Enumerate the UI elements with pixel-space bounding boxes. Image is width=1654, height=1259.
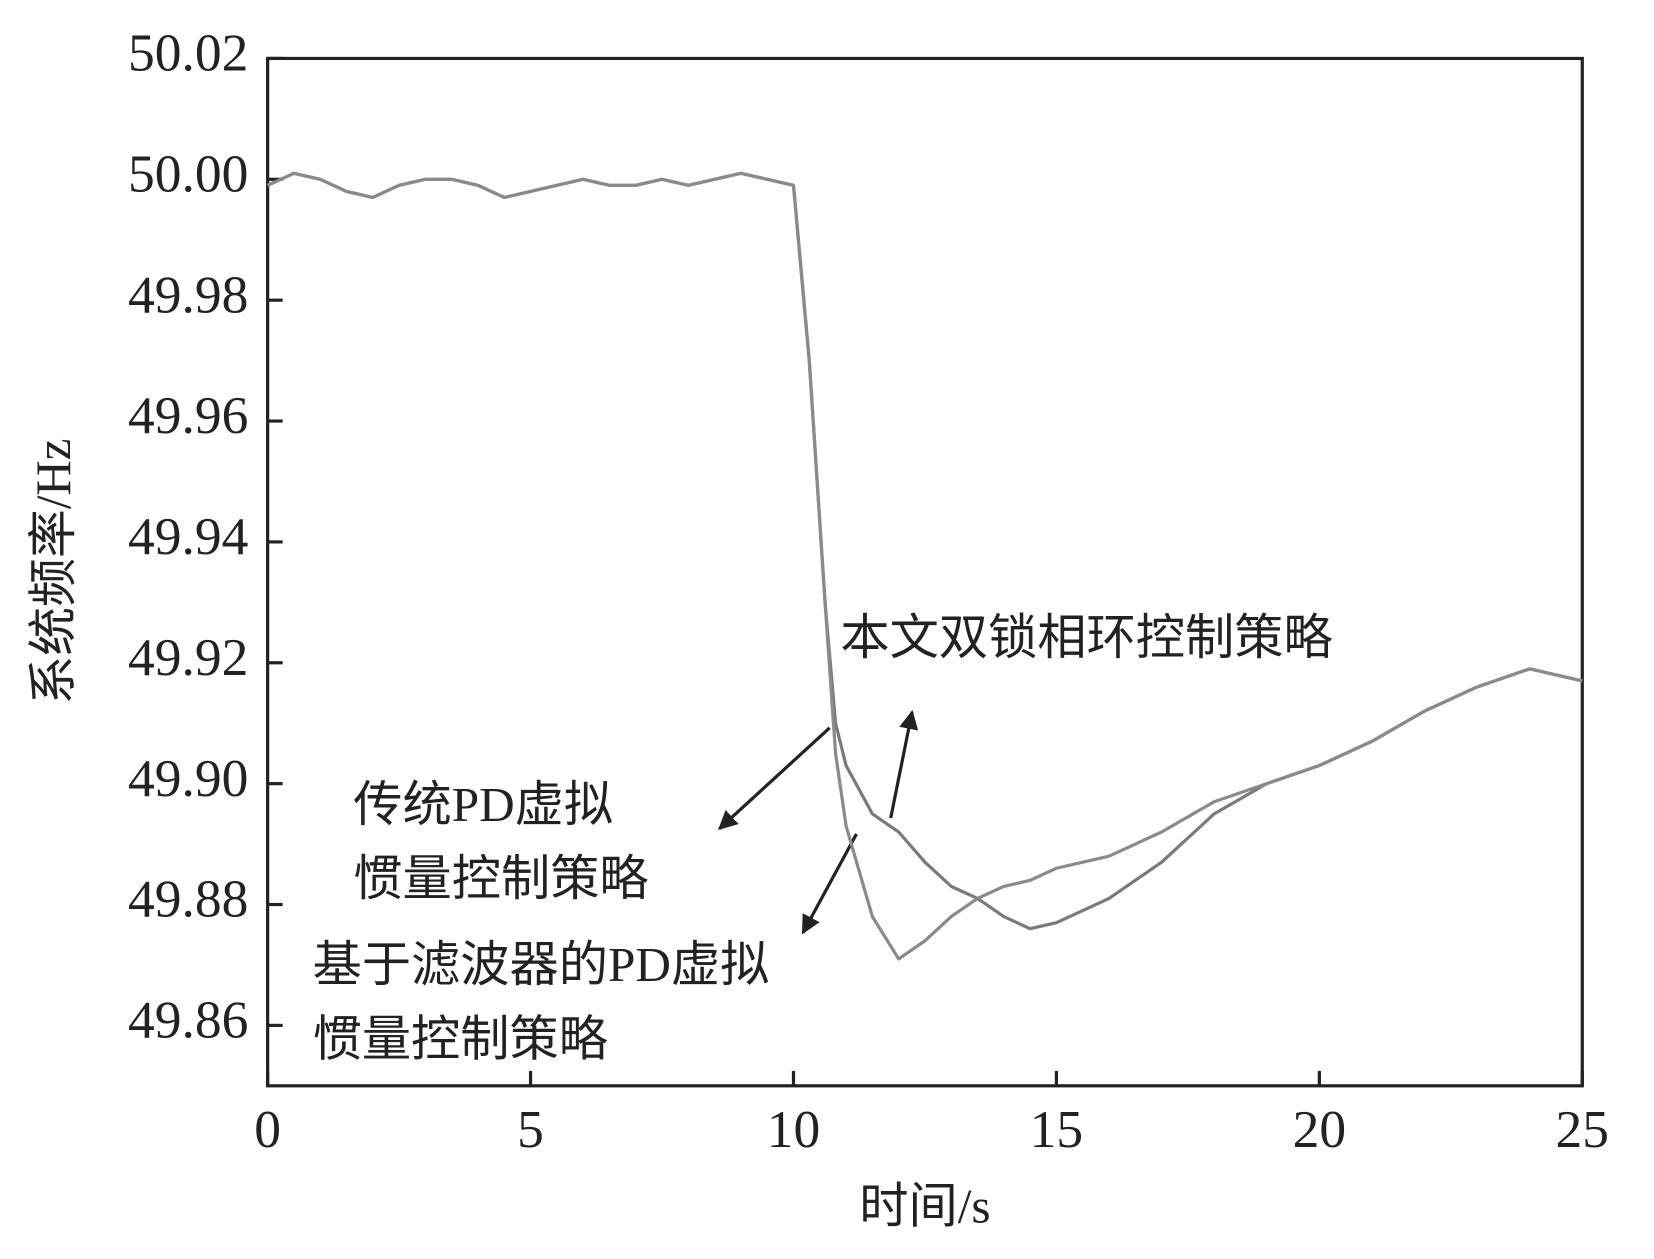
y-tick-label: 49.92 [128,627,248,687]
arrow [801,833,858,935]
x-tick-label: 15 [1030,1099,1084,1159]
arrows [717,709,919,935]
x-tick-label: 0 [254,1099,281,1159]
y-tick-label: 49.94 [128,506,248,566]
y-tick-label: 49.96 [128,385,248,445]
series-line [266,171,1583,961]
plot-frame [266,56,1584,1088]
arrow [889,709,919,819]
y-tick-label: 50.00 [128,144,248,204]
annotation: 传统PD虚拟 [353,777,613,832]
y-tick-label: 49.98 [128,265,248,325]
annotation: 惯量控制策略 [353,851,648,906]
annotation: 本文双锁相环控制策略 [840,610,1332,665]
y-tick-label: 49.86 [128,990,248,1050]
y-tick-label: 50.02 [128,23,248,83]
annotation: 基于滤波器的PD虚拟 [313,937,770,992]
x-tick-label: 10 [767,1099,821,1159]
y-tick-label: 49.88 [128,869,248,929]
y-tick-label: 49.90 [128,748,248,808]
x-tick-label: 25 [1556,1099,1610,1159]
arrow [717,726,831,831]
x-axis-label: 时间/s [859,1179,990,1234]
y-axis-label: 系统频率/Hz [26,439,81,705]
annotation: 惯量控制策略 [313,1012,608,1067]
x-tick-label: 5 [517,1099,544,1159]
x-tick-label: 20 [1293,1099,1347,1159]
